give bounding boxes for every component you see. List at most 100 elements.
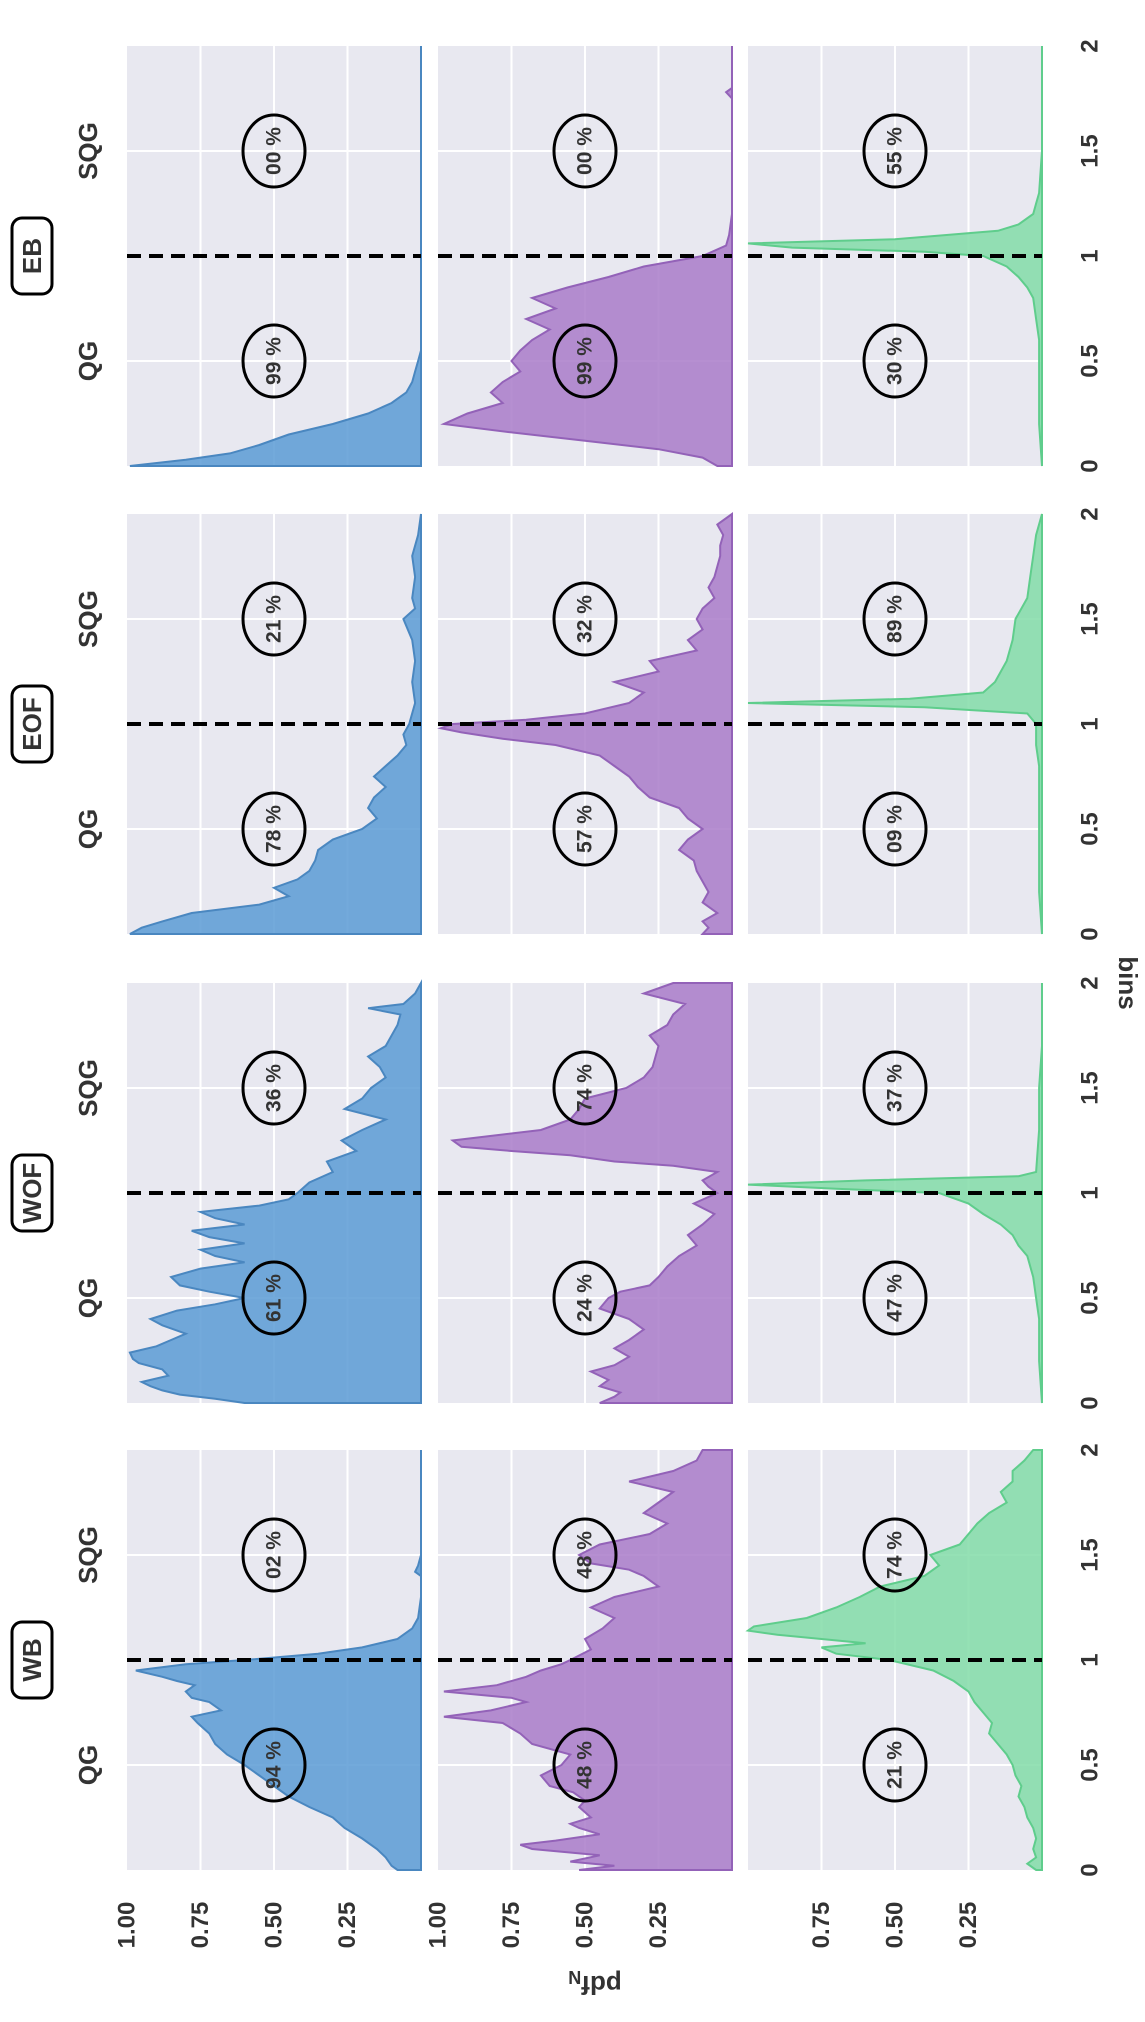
qg-percent-badge (862, 323, 928, 399)
region-label-qg: QG (73, 809, 103, 849)
pdf-area (440, 46, 733, 467)
panel-r0-c1: 61 % 36 % (127, 979, 422, 1404)
pdf-area (450, 982, 733, 1404)
bin-axis-title: bins (1113, 956, 1143, 1009)
sqg-percent-badge (862, 1517, 928, 1593)
bin-tick-label: 0.5 (1077, 1748, 1104, 1781)
bin-tick-label: 1.5 (1077, 1071, 1104, 1104)
pdf-area (129, 46, 422, 467)
qg-percent-label: 47 % (884, 1274, 907, 1322)
value-tick-label: 0.50 (882, 1902, 909, 1949)
value-axis-title-subscript: N (568, 1967, 581, 1987)
qg-percent-label: 99 % (574, 337, 597, 385)
panel-r2-c1: 47 % 37 % (747, 983, 1043, 1404)
qg-percent-badge (241, 1260, 307, 1336)
column-title: WB (17, 1638, 47, 1681)
column-title-box (10, 1620, 54, 1700)
panel-r1-c0: 48 % 48 % (438, 1449, 733, 1871)
region-label-qg: QG (73, 341, 103, 381)
qg-percent-badge (241, 791, 307, 867)
pdf-area (135, 1450, 422, 1871)
bin-tick-label: 0 (1077, 459, 1104, 472)
sqg-percent-label: 00 % (574, 127, 597, 175)
bin-tick-label: 2 (1077, 976, 1104, 989)
panel-r0-c3: 99 % 00 % (127, 46, 422, 467)
region-label-sqg: SQG (73, 122, 103, 180)
bin-tick-label: 1.5 (1077, 602, 1104, 635)
sqg-percent-badge (552, 113, 618, 189)
qg-percent-badge (241, 1727, 307, 1803)
panel-r0-c2: 78 % 21 % (127, 513, 422, 935)
panel-r1-c2: 57 % 32 % (437, 512, 733, 935)
bin-tick-label: 1.5 (1077, 134, 1104, 167)
region-label-sqg: SQG (73, 1526, 103, 1584)
pdf-area (129, 513, 422, 935)
panel-r2-c2: 09 % 89 % (747, 513, 1043, 935)
qg-percent-badge (862, 1260, 928, 1336)
sqg-percent-label: 02 % (263, 1531, 286, 1579)
qg-percent-label: 09 % (884, 805, 907, 853)
qg-percent-label: 99 % (263, 337, 286, 385)
column-title: WOF (17, 1163, 47, 1224)
bin-tick-label: 0.5 (1077, 1281, 1104, 1314)
bin-tick-label: 2 (1077, 1443, 1104, 1456)
pdf-area (443, 1449, 733, 1871)
qg-percent-badge (552, 1260, 618, 1336)
sqg-percent-label: 74 % (884, 1531, 907, 1579)
bin-tick-label: 1.5 (1077, 1538, 1104, 1571)
value-tick-label: 1.00 (425, 1902, 452, 1949)
value-tick-label: 0.75 (808, 1902, 835, 1949)
panel-r2-c0: 21 % 74 % (745, 1449, 1043, 1871)
sqg-percent-label: 37 % (884, 1064, 907, 1112)
value-tick-label: 0.75 (187, 1902, 214, 1949)
value-tick-label: 0.25 (334, 1902, 361, 1949)
qg-percent-badge (552, 323, 618, 399)
panel-r1-c3: 99 % 00 % (438, 46, 733, 467)
panel-r0-c0: 94 % 02 % (127, 1450, 422, 1871)
pdf-area (437, 512, 733, 935)
bin-tick-label: 0 (1077, 1863, 1104, 1876)
value-tick-label: 0.25 (955, 1902, 982, 1949)
qg-percent-label: 21 % (884, 1741, 907, 1789)
region-label-sqg: SQG (73, 590, 103, 648)
qg-percent-label: 30 % (884, 337, 907, 385)
sqg-percent-badge (862, 1050, 928, 1126)
labels-layer: 1.00 0.75 0.50 0.25 1.00 0.75 0.50 0.25 0.75 0.50… (10, 39, 1143, 2000)
region-label-qg: QG (73, 1745, 103, 1785)
pdf-area (128, 979, 422, 1404)
qg-percent-label: 57 % (574, 805, 597, 853)
bin-tick-label: 1 (1077, 717, 1104, 730)
bin-tick-label: 2 (1077, 507, 1104, 520)
bin-tick-label: 1 (1077, 249, 1104, 262)
qg-percent-badge (862, 1727, 928, 1803)
pdf-area (747, 983, 1043, 1404)
bin-tick-label: 0 (1077, 1396, 1104, 1409)
qg-percent-badge (552, 791, 618, 867)
sqg-percent-badge (552, 1517, 618, 1593)
value-tick-label: 0.75 (498, 1902, 525, 1949)
sqg-percent-label: 32 % (574, 595, 597, 643)
value-tick-label: 0.50 (261, 1902, 288, 1949)
qg-percent-label: 94 % (263, 1741, 286, 1789)
sqg-percent-label: 55 % (884, 127, 907, 175)
region-label-sqg: SQG (73, 1059, 103, 1117)
sqg-percent-badge (552, 581, 618, 657)
qg-percent-label: 24 % (574, 1274, 597, 1322)
sqg-percent-badge (862, 113, 928, 189)
sqg-percent-badge (862, 581, 928, 657)
qg-percent-label: 78 % (263, 805, 286, 853)
sqg-percent-badge (241, 1517, 307, 1593)
sqg-percent-label: 89 % (884, 595, 907, 643)
sqg-percent-label: 21 % (263, 595, 286, 643)
sqg-percent-label: 74 % (574, 1064, 597, 1112)
bin-tick-label: 0 (1077, 927, 1104, 940)
pdf-area (747, 46, 1043, 467)
region-label-qg: QG (73, 1278, 103, 1318)
panel-r1-c1: 24 % 74 % (438, 982, 733, 1404)
sqg-percent-label: 36 % (263, 1064, 286, 1112)
sqg-percent-badge (241, 113, 307, 189)
sqg-percent-label: 00 % (263, 127, 286, 175)
qg-percent-badge (552, 1727, 618, 1803)
bin-tick-label: 2 (1077, 39, 1104, 52)
